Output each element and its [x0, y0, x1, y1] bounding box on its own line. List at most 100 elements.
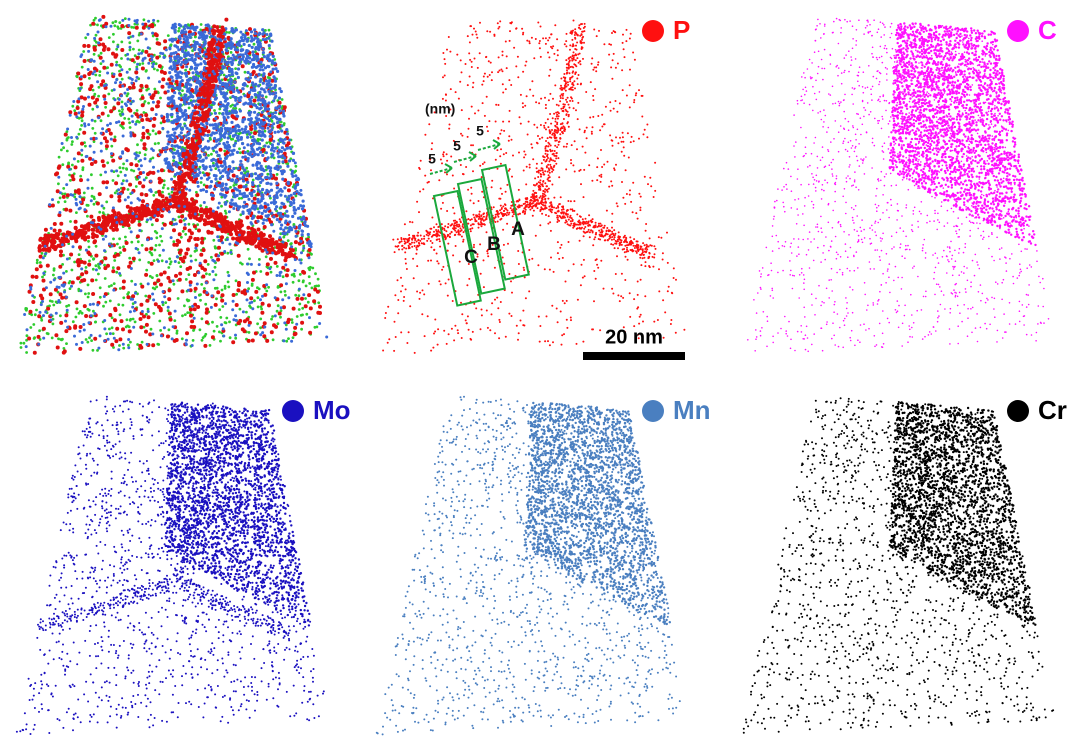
- atom: [282, 235, 286, 239]
- atom: [210, 152, 213, 156]
- atom: [212, 164, 216, 168]
- atom: [27, 336, 32, 341]
- atom: [227, 210, 231, 214]
- atom: [278, 117, 282, 121]
- atom: [200, 283, 204, 286]
- atom: [220, 44, 225, 49]
- atom: [276, 304, 280, 308]
- atom: [92, 52, 96, 56]
- atom: [239, 171, 244, 175]
- atom: [120, 220, 124, 224]
- atom: [174, 273, 178, 278]
- atom: [276, 69, 280, 73]
- atom: [178, 91, 182, 95]
- atom: [180, 173, 185, 178]
- atom: [35, 261, 39, 265]
- atom: [243, 117, 247, 121]
- atom: [274, 91, 278, 95]
- atom: [279, 290, 283, 294]
- atom: [245, 298, 249, 302]
- atom: [119, 251, 122, 255]
- atom: [268, 52, 272, 56]
- atom: [247, 152, 251, 156]
- atom: [141, 210, 146, 215]
- atom: [112, 138, 117, 143]
- atom: [126, 223, 131, 228]
- atom: [302, 244, 306, 248]
- atom: [154, 62, 158, 66]
- atom: [86, 68, 90, 71]
- atom: [267, 44, 271, 48]
- atom: [70, 284, 73, 288]
- atom: [230, 120, 234, 124]
- atom: [293, 325, 298, 330]
- atom: [195, 41, 199, 45]
- atom: [259, 270, 263, 273]
- atom: [242, 42, 246, 47]
- atom: [237, 220, 242, 225]
- atom: [290, 339, 294, 343]
- atom: [233, 129, 237, 133]
- atom: [184, 251, 189, 256]
- atom: [86, 235, 91, 240]
- atom: [316, 310, 321, 315]
- atom: [57, 155, 61, 159]
- atom: [190, 319, 195, 324]
- atom: [198, 171, 202, 175]
- atom: [285, 132, 289, 136]
- atom: [185, 338, 188, 342]
- atom: [190, 197, 195, 202]
- atom: [203, 343, 208, 348]
- atom: [154, 33, 159, 38]
- atom: [171, 79, 175, 83]
- atom: [49, 226, 53, 230]
- atom: [140, 118, 145, 122]
- atom: [185, 247, 190, 252]
- atom: [209, 64, 214, 69]
- atom: [160, 227, 164, 231]
- atom: [128, 67, 132, 71]
- atom: [241, 179, 246, 183]
- atom: [248, 241, 253, 246]
- atom: [178, 158, 182, 163]
- atom: [175, 55, 179, 59]
- atom: [87, 321, 91, 325]
- atom: [182, 255, 187, 260]
- atom: [155, 285, 159, 289]
- atom: [92, 223, 97, 228]
- atom: [59, 314, 62, 318]
- atom: [152, 193, 156, 197]
- atom: [139, 215, 144, 219]
- atom: [280, 146, 284, 150]
- atom: [225, 316, 229, 320]
- atom: [119, 170, 123, 174]
- atom: [215, 45, 219, 49]
- atom: [218, 330, 221, 334]
- atom: [260, 307, 263, 311]
- atom: [239, 236, 244, 241]
- atom: [189, 231, 194, 236]
- atom: [87, 72, 92, 76]
- atom: [124, 241, 129, 245]
- atom: [265, 289, 269, 293]
- atom: [275, 186, 279, 190]
- atom: [273, 166, 277, 170]
- atom: [231, 340, 236, 345]
- atom: [61, 263, 64, 266]
- atom: [295, 315, 299, 318]
- atom: [188, 149, 192, 153]
- atom: [227, 164, 232, 169]
- atom: [267, 123, 271, 127]
- atom: [230, 109, 234, 113]
- atom: [224, 48, 228, 52]
- atom: [151, 292, 155, 296]
- atom: [196, 305, 201, 309]
- atom: [249, 172, 254, 176]
- atom: [236, 67, 241, 71]
- atom: [98, 210, 102, 214]
- atom: [172, 101, 176, 105]
- atom: [210, 335, 215, 340]
- atom: [165, 112, 169, 117]
- atom: [299, 204, 303, 208]
- atom: [222, 73, 226, 77]
